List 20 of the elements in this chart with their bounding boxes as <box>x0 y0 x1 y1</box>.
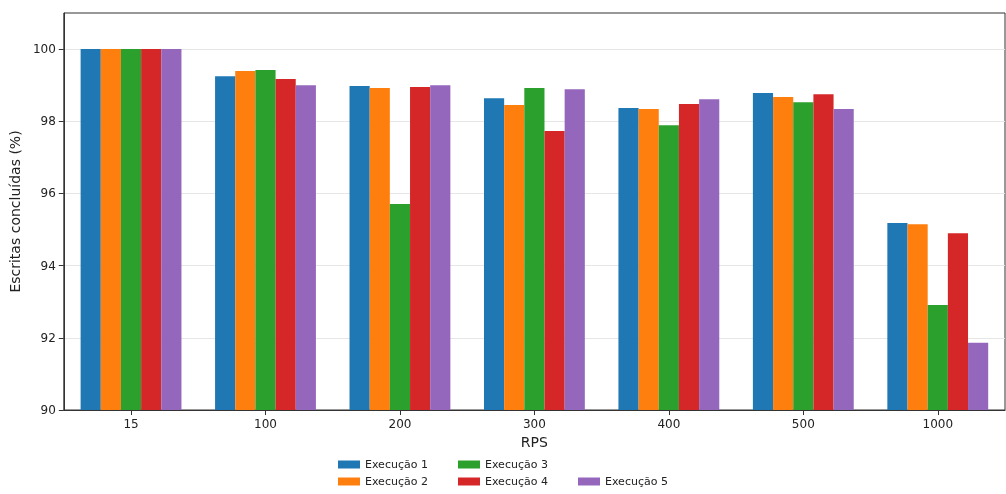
y-tick-label: 98 <box>40 114 56 129</box>
y-tick-label: 100 <box>32 42 56 57</box>
x-tick-label: 1000 <box>922 417 954 431</box>
legend-label: Execução 5 <box>605 475 668 488</box>
y-axis-title: Escritas concluídas (%) <box>7 130 23 293</box>
legend-label: Execução 2 <box>365 475 428 488</box>
y-tick-label: 96 <box>40 186 56 201</box>
legend-label: Execução 1 <box>365 458 428 471</box>
y-tick-label: 94 <box>40 258 56 273</box>
y-tick-label: 92 <box>40 330 56 345</box>
x-tick-label: 200 <box>388 417 412 431</box>
y-tick-label: 90 <box>40 403 56 417</box>
x-tick-label: 100 <box>254 417 277 431</box>
legend-label: Execução 4 <box>485 475 548 488</box>
legend-label: Execução 3 <box>485 458 548 471</box>
x-tick-label: 300 <box>522 417 546 431</box>
x-tick-label: 500 <box>791 417 815 431</box>
x-tick-label: 400 <box>657 417 681 431</box>
x-tick-label: 15 <box>123 417 139 431</box>
x-axis-title: RPS <box>520 433 549 450</box>
